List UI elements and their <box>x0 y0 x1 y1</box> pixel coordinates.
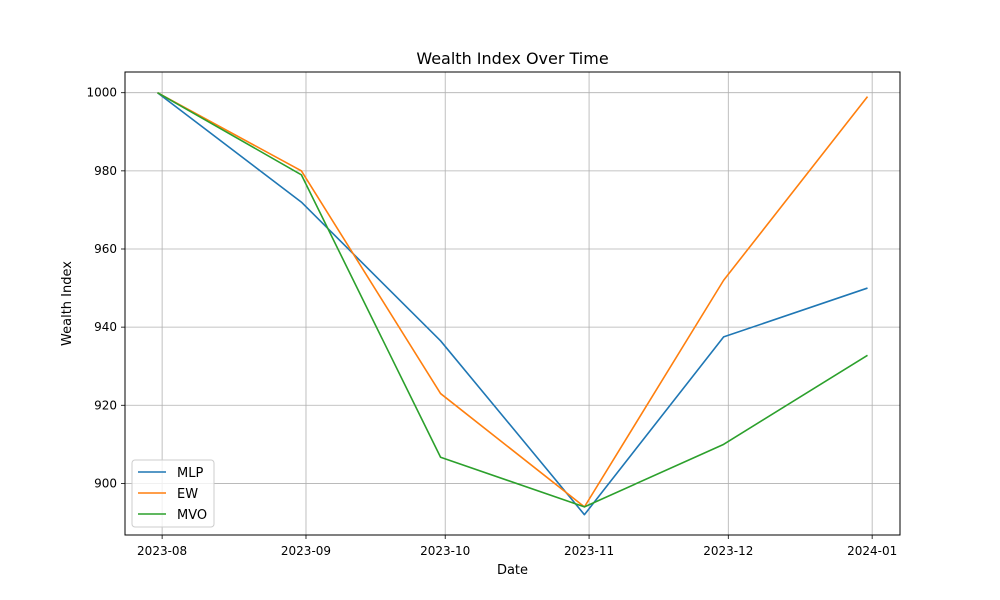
x-axis-ticks: 2023-08 2023-09 2023-10 2023-11 2023-12 2024-… <box>137 535 897 558</box>
series-line-mlp <box>157 92 868 516</box>
x-tick-label: 2023-10 <box>420 544 470 558</box>
legend-label-mvo: MVO <box>177 508 207 523</box>
x-tick-label: 2023-09 <box>281 544 331 558</box>
y-tick-label: 920 <box>94 398 117 412</box>
x-tick-label: 2024-01 <box>847 544 897 558</box>
y-axis-label: Wealth Index <box>60 261 75 346</box>
x-tick-label: 2023-11 <box>564 544 614 558</box>
y-tick-label: 940 <box>94 320 117 334</box>
y-tick-label: 1000 <box>86 86 117 100</box>
series-line-mvo <box>157 92 868 508</box>
y-tick-label: 960 <box>94 242 117 256</box>
legend: MLP EW MVO <box>131 459 215 528</box>
chart-title: Wealth Index Over Time <box>416 49 608 68</box>
x-tick-label: 2023-08 <box>137 544 187 558</box>
legend-label-mlp: MLP <box>177 466 203 481</box>
legend-label-ew: EW <box>177 487 198 502</box>
y-tick-label: 980 <box>94 164 117 178</box>
x-axis-label: Date <box>497 563 528 578</box>
y-tick-label: 900 <box>94 476 117 490</box>
grid <box>125 72 900 535</box>
plot-frame <box>124 71 901 536</box>
x-tick-label: 2023-12 <box>703 544 753 558</box>
series-line-ew <box>157 92 869 508</box>
series-lines <box>157 92 869 516</box>
y-axis-ticks: 900 920 940 960 980 1000 <box>86 86 125 490</box>
legend-box <box>131 459 215 528</box>
